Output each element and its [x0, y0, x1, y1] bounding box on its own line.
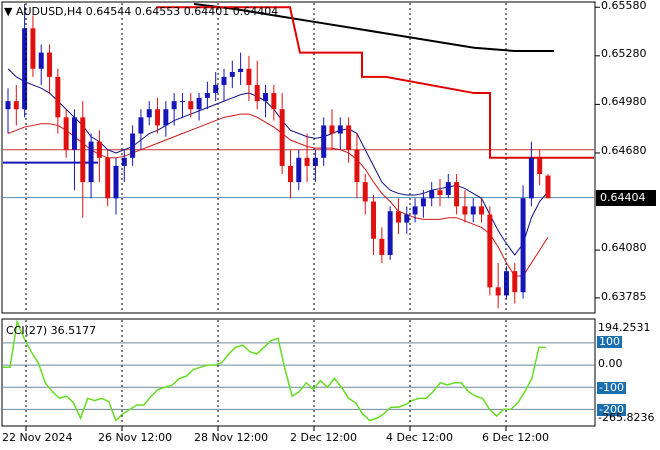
candle-body	[520, 198, 526, 293]
candle-body	[404, 214, 410, 223]
candle-body	[163, 109, 169, 126]
candle-body	[354, 149, 360, 183]
candle-body	[146, 109, 152, 118]
candle-body	[395, 211, 401, 223]
candle-body	[213, 84, 219, 94]
price-label: 0.65580	[601, 0, 647, 12]
time-label: 28 Nov 12:00	[194, 431, 269, 444]
candle-body	[429, 190, 435, 199]
candle-body	[279, 109, 285, 166]
trailing-stop-line	[156, 6, 594, 159]
candle-body	[5, 101, 11, 110]
time-label: 4 Dec 12:00	[386, 431, 453, 444]
candle-body	[121, 157, 127, 166]
candle-body	[13, 101, 19, 110]
candle-body	[296, 157, 302, 183]
candle-body	[312, 157, 318, 166]
candle-body	[470, 206, 476, 215]
candle-body	[263, 93, 269, 102]
time-label: 6 Dec 12:00	[482, 431, 549, 444]
cci-min-label: -265.8236	[598, 411, 655, 424]
candle-body	[545, 175, 551, 199]
cci-line	[3, 319, 546, 422]
candle-body	[155, 109, 161, 126]
candle-body	[63, 117, 69, 150]
close-value: 0.64404	[232, 5, 279, 18]
candle-body	[105, 157, 111, 199]
candle-body	[445, 182, 451, 196]
candle-body	[221, 76, 227, 85]
cci-zero-label: 0.00	[598, 357, 623, 370]
candle-body	[238, 68, 244, 72]
cci-level-label: -200	[597, 403, 626, 416]
price-label: 0.65280	[601, 47, 647, 60]
price-label: 0.64980	[601, 95, 647, 108]
candle-body	[30, 28, 36, 69]
candle-body	[246, 68, 252, 85]
candle-body	[462, 206, 468, 215]
candle-body	[138, 117, 144, 134]
candle-body	[188, 101, 194, 110]
high-value: 0.64553	[134, 5, 181, 18]
time-label: 26 Nov 12:00	[98, 431, 173, 444]
candle-body	[130, 133, 136, 158]
candle-body	[379, 238, 385, 255]
candle-body	[80, 117, 86, 183]
candle-body	[329, 125, 335, 134]
price-label: 0.64680	[601, 144, 647, 157]
candle-body	[412, 206, 418, 215]
candle-body	[371, 201, 377, 239]
candles	[5, 4, 551, 309]
low-value: 0.64401	[183, 5, 230, 18]
candle-body	[271, 93, 277, 110]
candle-body	[437, 190, 443, 196]
candle-body	[47, 52, 53, 77]
price-pane	[1, 1, 600, 314]
candle-body	[38, 52, 44, 69]
candle-body	[179, 101, 185, 103]
candle-body	[204, 93, 210, 98]
candle-body	[287, 165, 293, 183]
cci-title: CCI(27) 36.5177	[6, 324, 97, 337]
chevron-down-icon: ▼	[4, 5, 13, 18]
cci-level-label: -100	[597, 381, 626, 394]
candle-body	[454, 182, 460, 207]
price-label: 0.63785	[601, 290, 647, 303]
candle-body	[512, 271, 518, 293]
long-ma-line	[193, 3, 554, 52]
candle-body	[487, 214, 493, 288]
candle-body	[420, 198, 426, 207]
candle-body	[71, 117, 77, 150]
candle-body	[229, 72, 235, 77]
candle-body	[495, 287, 501, 296]
candle-body	[113, 165, 119, 199]
current-price-marker: 0.64404	[596, 190, 656, 206]
candle-body	[96, 141, 102, 158]
time-label: 2 Dec 12:00	[290, 431, 357, 444]
candle-body	[321, 125, 327, 158]
candle-body	[304, 157, 310, 166]
cci-pane	[1, 318, 596, 427]
candle-body	[171, 101, 177, 110]
cci-max-label: 194.2531	[598, 321, 651, 334]
time-label: 22 Nov 2024	[2, 431, 73, 444]
candle-body	[362, 182, 368, 202]
symbol-header: ▼ AUDUSD,H4 0.64544 0.64553 0.64401 0.64…	[4, 5, 278, 18]
candle-body	[88, 141, 94, 183]
candle-body	[387, 211, 393, 255]
candle-body	[479, 206, 485, 215]
candle-body	[22, 28, 28, 110]
candle-body	[196, 97, 202, 110]
open-value: 0.64544	[85, 5, 132, 18]
symbol-label: AUDUSD,H4	[15, 5, 83, 18]
candle-body	[346, 125, 352, 150]
price-label: 0.64080	[601, 241, 647, 254]
candle-body	[254, 84, 260, 102]
candle-body	[528, 157, 534, 199]
cci-level-label: 100	[597, 335, 622, 348]
candle-body	[537, 157, 543, 174]
candle-body	[55, 76, 61, 118]
candle-body	[337, 125, 343, 134]
